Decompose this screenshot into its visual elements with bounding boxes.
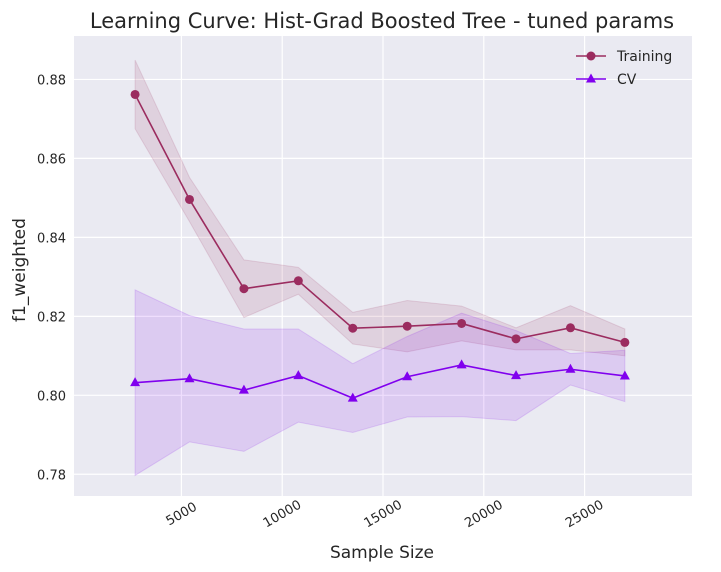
legend-entry-cv: CV [576,72,637,88]
training-point [348,323,358,333]
y-axis-label: f1_weighted [10,218,30,322]
cv-confidence-band [134,289,626,477]
cv-point [130,377,141,387]
y-tick-label: 0.80 [37,389,66,404]
training-point [402,321,412,331]
cv-point [456,359,467,369]
confidence-bands [134,59,626,477]
y-tick-label: 0.82 [37,310,66,325]
training-point [620,337,630,347]
legend-cv-marker [586,73,596,83]
legend-training-marker [586,51,596,61]
series-markers [130,89,630,402]
training-point [184,194,194,204]
training-point [130,89,140,99]
x-axis-label: Sample Size [330,543,434,563]
y-gridlines [74,78,692,475]
cv-point [565,363,576,373]
x-gridlines [180,36,586,496]
training-point [565,323,575,333]
y-tick-labels: 0.78 0.80 0.82 0.84 0.86 0.88 [37,73,66,483]
series-lines [134,94,626,399]
y-tick-label: 0.84 [37,231,66,246]
legend-training-label: Training [616,49,672,65]
chart-title: Learning Curve: Hist-Grad Boosted Tree -… [90,9,674,33]
legend-cv-label: CV [617,72,637,88]
cv-point [511,370,522,380]
y-tick-label: 0.78 [37,468,66,483]
legend: Training CV [576,49,672,88]
legend-entry-training: Training [576,49,672,65]
cv-point [293,370,304,380]
training-point [293,276,303,286]
cv-line [135,364,625,399]
training-point [239,284,249,294]
cv-point [347,392,358,402]
training-line [134,94,626,344]
cv-point [238,384,249,394]
cv-point [619,370,630,380]
y-tick-label: 0.86 [37,152,66,167]
cv-point [402,371,413,381]
training-point [457,318,467,328]
training-confidence-band [134,59,626,357]
cv-point [184,373,195,383]
y-tick-label: 0.88 [37,73,66,88]
training-point [511,334,521,344]
